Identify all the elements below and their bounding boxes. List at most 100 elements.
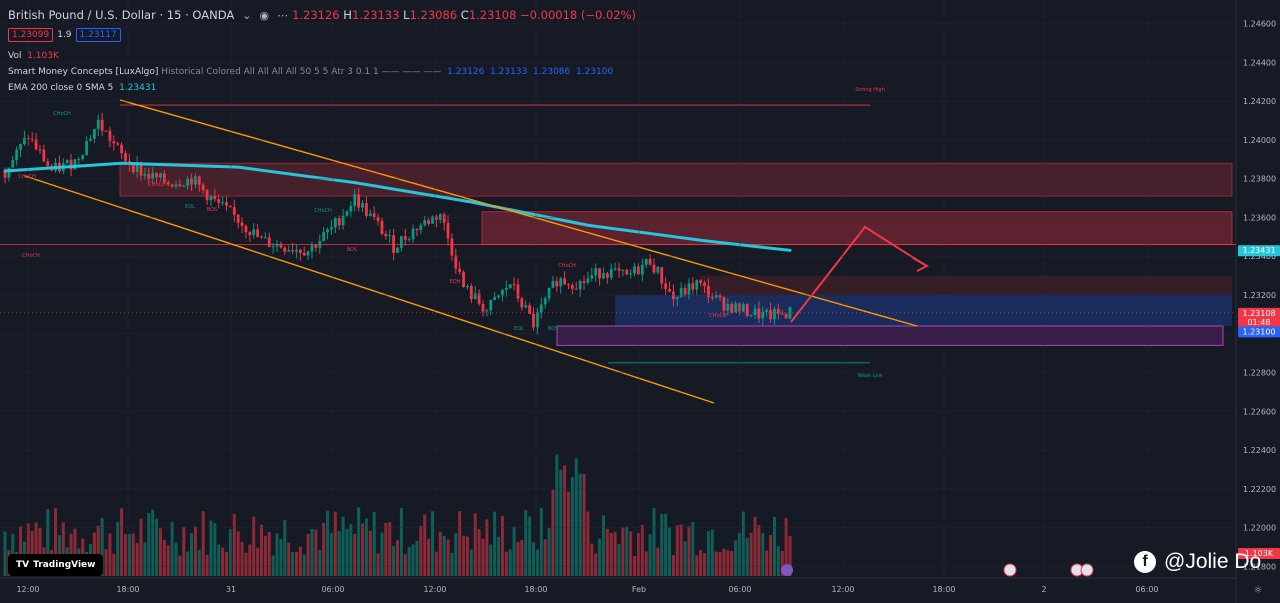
candle-body <box>388 235 392 237</box>
smc-indicator-row[interactable]: Smart Money Concepts [LuxAlgo] Historica… <box>8 67 613 77</box>
price-tick-label: 1.21800 <box>1243 562 1276 571</box>
candle-body <box>341 215 345 226</box>
volume-bar <box>640 525 644 576</box>
candle-body <box>714 295 718 298</box>
volume-indicator-row[interactable]: Vol 1.103K <box>8 51 59 61</box>
structure-label: BOS <box>347 247 357 253</box>
price-axis[interactable] <box>1236 0 1280 603</box>
candle-body <box>629 273 633 275</box>
volume-bar <box>769 535 773 576</box>
buy-price-box[interactable]: 1.23117 <box>75 28 121 42</box>
volume-bar <box>19 526 23 576</box>
volume-bar <box>780 550 784 576</box>
candle-body <box>143 174 147 176</box>
more-icon[interactable]: ⋯ <box>277 8 289 22</box>
candle-body <box>186 178 190 186</box>
flag-icon[interactable] <box>1080 563 1094 577</box>
volume-bar <box>629 531 633 576</box>
volume-bar <box>294 551 298 576</box>
structure-label: EQL <box>185 204 195 210</box>
candle-body <box>753 308 757 315</box>
volume-bar <box>399 508 403 576</box>
price-tag <box>1238 245 1280 257</box>
volume-bar <box>485 519 489 576</box>
volume-bar <box>566 491 570 576</box>
candle-body <box>291 250 294 252</box>
candle-body <box>773 308 776 320</box>
smc-indicator-name: Smart Money Concepts [LuxAlgo] <box>8 67 159 77</box>
candle-body <box>504 288 508 290</box>
volume-bar <box>372 511 376 576</box>
candle-body <box>621 270 625 272</box>
candle-body <box>761 311 765 319</box>
lightning-icon[interactable] <box>781 564 793 576</box>
price-tag-value: 1.23431 <box>1242 246 1275 255</box>
candle-body <box>345 211 349 216</box>
candle-body <box>225 202 228 206</box>
price-tick-label: 1.22200 <box>1243 485 1276 494</box>
candle-body <box>34 139 38 150</box>
tradingview-logo[interactable]: 𝗧𝗩 TradingView <box>8 554 104 576</box>
ema-indicator-row[interactable]: EMA 200 close 0 SMA 5 1.23431 <box>8 83 156 93</box>
candle-body <box>497 295 500 297</box>
structure-label: CHoCH <box>53 111 71 117</box>
candle-body <box>559 278 563 287</box>
price-tag-countdown: 01:48 <box>1247 318 1270 327</box>
volume-bar <box>473 513 477 576</box>
settings-gear-icon[interactable]: ☼ <box>1254 585 1263 596</box>
volume-bar <box>228 529 232 576</box>
volume-bar <box>361 523 365 576</box>
volume-bar <box>174 542 178 576</box>
volume-bar <box>598 538 602 576</box>
candle-body <box>539 304 543 313</box>
volume-bar <box>730 550 734 576</box>
volume-bar <box>427 538 431 576</box>
flag-icon[interactable] <box>1003 563 1017 577</box>
volume-bar <box>384 523 388 576</box>
candle-body <box>372 213 376 217</box>
volume-bar <box>734 540 738 576</box>
candle-body <box>477 293 481 304</box>
candle-body <box>271 246 275 248</box>
candle-body <box>73 159 77 170</box>
volume-bar <box>508 549 512 576</box>
price-tag <box>1238 326 1280 338</box>
candle-body <box>411 228 415 240</box>
volume-bar <box>368 530 372 576</box>
candle-body <box>104 130 108 132</box>
ema-indicator-value: 1.23431 <box>119 83 157 93</box>
candle-body <box>423 220 427 226</box>
candle-body <box>357 194 361 208</box>
sell-price-box[interactable]: 1.23099 <box>8 28 54 42</box>
volume-bar <box>594 553 598 576</box>
candle-body <box>633 266 636 274</box>
candle-body <box>15 149 19 161</box>
time-tick-label: 06:00 <box>1135 585 1158 594</box>
ohlc-high-label: H <box>343 8 352 22</box>
collapse-icon[interactable]: ⌄ <box>242 8 252 22</box>
candle-body <box>450 238 454 256</box>
volume-bar <box>61 522 65 576</box>
candle-body <box>640 264 644 275</box>
volume-bar <box>147 513 151 576</box>
candle-body <box>368 213 372 216</box>
volume-bar <box>298 546 302 576</box>
supply-zone <box>481 211 1233 246</box>
volume-bar <box>489 544 493 576</box>
candle-body <box>384 233 388 237</box>
tradingview-logo-text: TradingView <box>33 560 96 570</box>
candle-body <box>528 305 532 314</box>
candle-body <box>516 284 520 299</box>
candle-body <box>190 178 193 185</box>
candle-body <box>652 264 656 273</box>
symbol-title[interactable]: British Pound / U.S. Dollar · 15 · OANDA <box>8 8 239 22</box>
volume-bar <box>287 542 291 576</box>
volume-bar <box>182 526 186 576</box>
candle-body <box>520 298 524 308</box>
volume-bar <box>333 511 337 576</box>
eye-icon[interactable]: ◉ <box>259 8 270 22</box>
volume-bar <box>776 545 780 576</box>
candle-body <box>120 144 123 154</box>
